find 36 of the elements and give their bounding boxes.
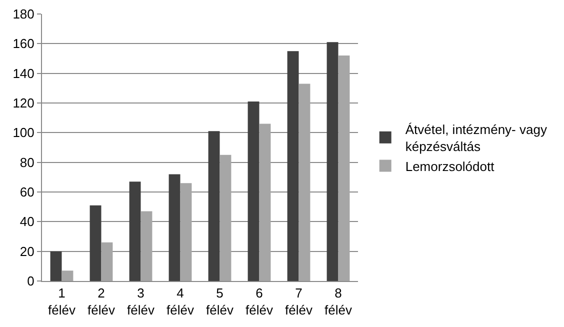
x-tick-label: 3 félév bbox=[127, 286, 155, 318]
y-tick-label: 140 bbox=[12, 66, 34, 81]
y-tick-label: 40 bbox=[20, 214, 34, 230]
y-tick-label: 180 bbox=[12, 6, 34, 22]
y-tick-label: 80 bbox=[20, 154, 34, 170]
bar bbox=[248, 102, 260, 281]
legend-label: Átvétel, intézmény- vagy képzésváltás bbox=[405, 122, 548, 154]
bar bbox=[50, 251, 62, 281]
y-tick-label: 0 bbox=[27, 274, 34, 289]
y-tick-label: 100 bbox=[12, 125, 34, 140]
bar bbox=[259, 124, 271, 281]
bar bbox=[338, 56, 350, 281]
bar bbox=[168, 174, 180, 281]
bar bbox=[220, 154, 232, 281]
bar bbox=[208, 131, 220, 281]
bar bbox=[90, 205, 102, 281]
x-tick-label: 8 félév bbox=[324, 286, 352, 318]
bar bbox=[129, 182, 141, 281]
bar bbox=[287, 51, 299, 281]
legend-label: Lemorzsolódott bbox=[405, 158, 495, 174]
y-tick-label: 160 bbox=[12, 36, 34, 52]
x-tick-label: 2 félév bbox=[88, 286, 116, 318]
bar bbox=[326, 42, 338, 281]
y-tick-label: 60 bbox=[20, 184, 34, 200]
bar bbox=[101, 242, 113, 281]
bar bbox=[62, 270, 74, 281]
x-tick-label: 7 félév bbox=[285, 286, 313, 318]
x-tick-label: 6 félév bbox=[246, 286, 274, 318]
x-tick-label: 5 félév bbox=[206, 286, 234, 318]
x-tick-label: 1 félév bbox=[48, 286, 76, 318]
x-tick-label: 4 félév bbox=[166, 286, 194, 318]
bar bbox=[180, 183, 192, 281]
bar bbox=[298, 84, 310, 281]
bar bbox=[140, 211, 152, 281]
y-tick-label: 20 bbox=[20, 244, 34, 259]
y-tick-label: 120 bbox=[12, 96, 34, 111]
